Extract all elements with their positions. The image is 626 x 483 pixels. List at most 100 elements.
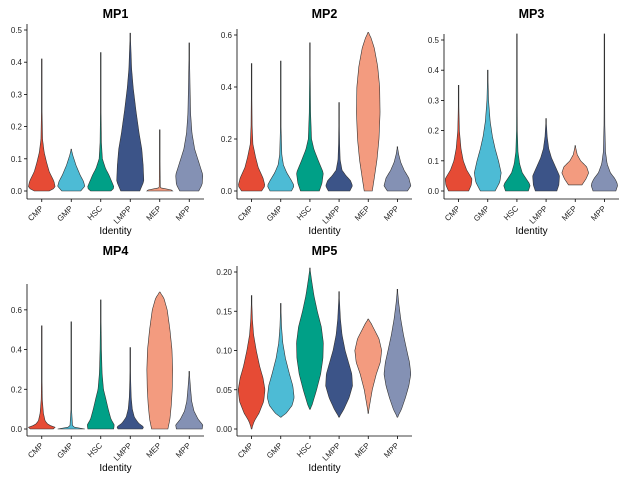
y-tick-label: 0.00	[216, 425, 232, 434]
x-tick-label: MEP	[145, 441, 164, 460]
x-tick-label: CMP	[236, 441, 255, 460]
y-tick-label: 0.6	[11, 306, 23, 315]
x-axis-label: Identity	[99, 226, 131, 237]
x-tick-label: MEP	[145, 204, 164, 223]
x-tick-label: MPP	[382, 441, 401, 460]
panel-mp5: MP5 0.00 0.05 0.10 0.15 0.20 CMP GMP HSC LMPP MEP M…	[216, 244, 412, 474]
x-tick-label: CMP	[443, 204, 462, 223]
x-tick-label: MPP	[174, 441, 193, 460]
y-tick-label: 0.0	[11, 425, 23, 434]
chart-title: MP1	[103, 7, 129, 21]
violin-gmp	[57, 321, 85, 430]
x-tick-label: GMP	[55, 441, 74, 460]
violin-hsc	[87, 299, 115, 430]
y-tick-label: 0.2	[221, 135, 233, 144]
y-tick-label: 0.05	[216, 386, 232, 395]
x-tick-label: HSC	[295, 204, 313, 222]
violin-cmp	[445, 85, 473, 192]
violin-lmpp	[325, 291, 353, 418]
y-tick-label: 0.20	[216, 268, 232, 277]
violin-mpp	[175, 42, 204, 192]
violin-cmp	[237, 295, 266, 430]
violin-gmp	[267, 303, 295, 418]
violin-mpp	[175, 371, 204, 430]
y-tick-label: 0.15	[216, 307, 232, 316]
violin-lmpp	[325, 102, 353, 192]
x-tick-label: HSC	[86, 441, 104, 459]
y-tick-label: 0.3	[428, 96, 440, 105]
violin-hsc	[87, 52, 115, 192]
violin-cmp	[28, 58, 56, 192]
x-tick-label: LMPP	[528, 204, 550, 226]
x-tick-label: GMP	[265, 441, 284, 460]
panel-mp2: MP2 0.0 0.2 0.4 0.6 CMP GMP HSC LMPP MEP MPP Identi…	[221, 7, 412, 237]
x-tick-label: MEP	[560, 204, 579, 223]
x-tick-label: HSC	[295, 441, 313, 459]
violin-hsc	[296, 42, 324, 192]
panel-mp1: MP1 0.0 0.1 0.2 0.3 0.4 0.5 CMP GMP HSC LMPP MEP MPP…	[11, 7, 204, 237]
x-axis-label: Identity	[308, 463, 340, 474]
x-axis-label: Identity	[515, 226, 547, 237]
violin-gmp	[474, 69, 502, 192]
x-tick-label: GMP	[265, 204, 284, 223]
y-tick-label: 0.4	[11, 346, 23, 355]
x-tick-label: LMPP	[112, 441, 134, 463]
y-tick-label: 0.4	[428, 66, 440, 75]
y-tick-label: 0.1	[428, 157, 440, 166]
y-tick-label: 0.4	[11, 58, 23, 67]
violin-mep	[146, 129, 174, 192]
y-tick-label: 0.2	[11, 385, 23, 394]
violin-mpp	[383, 146, 412, 192]
violin-lmpp	[116, 32, 145, 192]
y-tick-label: 0.1	[11, 155, 23, 164]
y-tick-label: 0.0	[428, 187, 440, 196]
y-tick-label: 0.2	[11, 123, 23, 132]
violin-mep	[354, 318, 382, 414]
violin-gmp	[57, 148, 86, 192]
x-tick-label: GMP	[472, 204, 491, 223]
panel-mp4: MP4 0.0 0.2 0.4 0.6 CMP GMP HSC LMPP MEP MPP Identi…	[11, 244, 204, 474]
panel-mp3: MP3 0.0 0.1 0.2 0.3 0.4 0.5 CMP GMP HSC LMPP MEP MPP…	[428, 7, 619, 237]
violin-cmp	[238, 63, 266, 192]
x-tick-label: GMP	[55, 204, 74, 223]
chart-title: MP3	[519, 7, 545, 21]
x-tick-label: CMP	[236, 204, 255, 223]
x-tick-label: HSC	[502, 204, 520, 222]
x-axis-label: Identity	[308, 226, 340, 237]
chart-title: MP4	[103, 244, 129, 258]
x-tick-label: MPP	[174, 204, 193, 223]
violin-cmp	[27, 325, 56, 430]
y-tick-label: 0.5	[428, 36, 440, 45]
chart-title: MP2	[312, 7, 338, 21]
y-tick-label: 0.5	[11, 26, 23, 35]
x-tick-label: CMP	[26, 204, 45, 223]
x-tick-label: HSC	[86, 204, 104, 222]
x-tick-label: MPP	[589, 204, 608, 223]
violin-mep	[561, 145, 589, 186]
violin-hsc	[503, 33, 531, 192]
y-tick-label: 0.3	[11, 90, 23, 99]
x-tick-label: LMPP	[112, 204, 134, 226]
violin-mpp	[590, 33, 618, 192]
y-tick-label: 0.4	[221, 83, 233, 92]
x-tick-label: CMP	[26, 441, 45, 460]
violin-mep	[356, 32, 381, 192]
violin-gmp	[267, 60, 295, 192]
violin-mep	[146, 291, 173, 430]
violin-hsc	[296, 267, 324, 410]
x-tick-label: MEP	[353, 441, 372, 460]
x-tick-label: MPP	[382, 204, 401, 223]
y-tick-label: 0.0	[11, 187, 23, 196]
violin-lmpp	[532, 118, 560, 192]
x-tick-label: LMPP	[321, 204, 343, 226]
y-tick-label: 0.0	[221, 187, 233, 196]
x-axis-label: Identity	[99, 463, 131, 474]
violin-mpp	[383, 288, 412, 418]
x-tick-label: MEP	[353, 204, 372, 223]
chart-title: MP5	[312, 244, 338, 258]
y-tick-label: 0.2	[428, 127, 440, 136]
y-tick-label: 0.10	[216, 347, 232, 356]
violin-lmpp	[116, 347, 144, 430]
y-tick-label: 0.6	[221, 31, 233, 40]
